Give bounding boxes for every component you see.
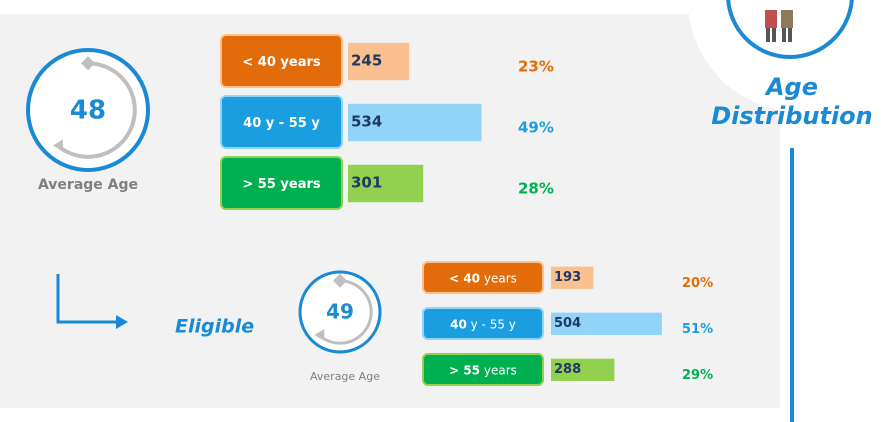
age-badge-label: > 55 years: [242, 177, 321, 192]
average-arc-head: [314, 328, 325, 341]
arrow-head: [116, 315, 128, 329]
age-badge-label-bold: 40: [450, 317, 467, 331]
age-badge-label: > 55 years: [449, 363, 517, 377]
count-bar: [551, 358, 615, 381]
age-badge-label-bold: < 40: [449, 271, 480, 285]
age-badge-label-bold: < 40 years: [242, 55, 321, 70]
count-value: 193: [554, 270, 581, 285]
percent: 28%: [518, 180, 554, 198]
age-badge-label-bold: 40 y - 55 y: [243, 116, 320, 131]
age-badge-label: < 40 years: [449, 271, 517, 285]
count-bar: [551, 312, 662, 335]
age-badge: [422, 307, 544, 340]
count-bar: [348, 164, 424, 203]
arrow: [56, 274, 118, 324]
percent: 29%: [682, 368, 713, 383]
people-icon: [765, 10, 793, 42]
age-badge: [220, 34, 343, 88]
age-badge-label: 40 y - 55 y: [450, 317, 516, 331]
age-badge: [422, 261, 544, 294]
percent: 23%: [518, 58, 554, 76]
age-badge-label: < 40 years: [242, 55, 321, 70]
age-badge-label-rest: years: [484, 271, 517, 285]
age-badge: [220, 95, 343, 149]
average-arc: [320, 279, 373, 345]
percent: 49%: [518, 119, 554, 137]
age-badge-label-bold: > 55 years: [242, 177, 321, 192]
count-bar: [348, 103, 482, 142]
title-line: Distribution: [711, 102, 873, 130]
eligible-label: Eligible: [175, 316, 254, 338]
count-value: 534: [351, 113, 382, 131]
average-value: 49: [326, 300, 354, 324]
average-label: Average Age: [38, 177, 138, 193]
average-value: 48: [70, 96, 106, 126]
count-bar: [551, 266, 594, 289]
average-arc-head: [333, 273, 347, 288]
average-arc: [58, 61, 137, 159]
age-badge: [422, 353, 544, 386]
average-arc-head: [81, 56, 95, 71]
age-badge-label: 40 y - 55 y: [243, 116, 320, 131]
percent: 20%: [682, 276, 713, 291]
percent: 51%: [682, 322, 713, 337]
age-badge-label-rest: years: [484, 363, 517, 377]
average-arc-head: [52, 139, 63, 152]
count-value: 288: [554, 362, 581, 377]
age-badge: [220, 156, 343, 210]
title-line: Age: [764, 73, 818, 101]
count-value: 504: [554, 316, 581, 331]
age-badge-label-rest: y - 55 y: [471, 317, 516, 331]
count-value: 245: [351, 52, 382, 70]
count-value: 301: [351, 174, 382, 192]
age-badge-label-bold: > 55: [449, 363, 480, 377]
count-bar: [348, 42, 410, 81]
average-ring: [26, 48, 150, 172]
average-label: Average Age: [310, 370, 380, 383]
